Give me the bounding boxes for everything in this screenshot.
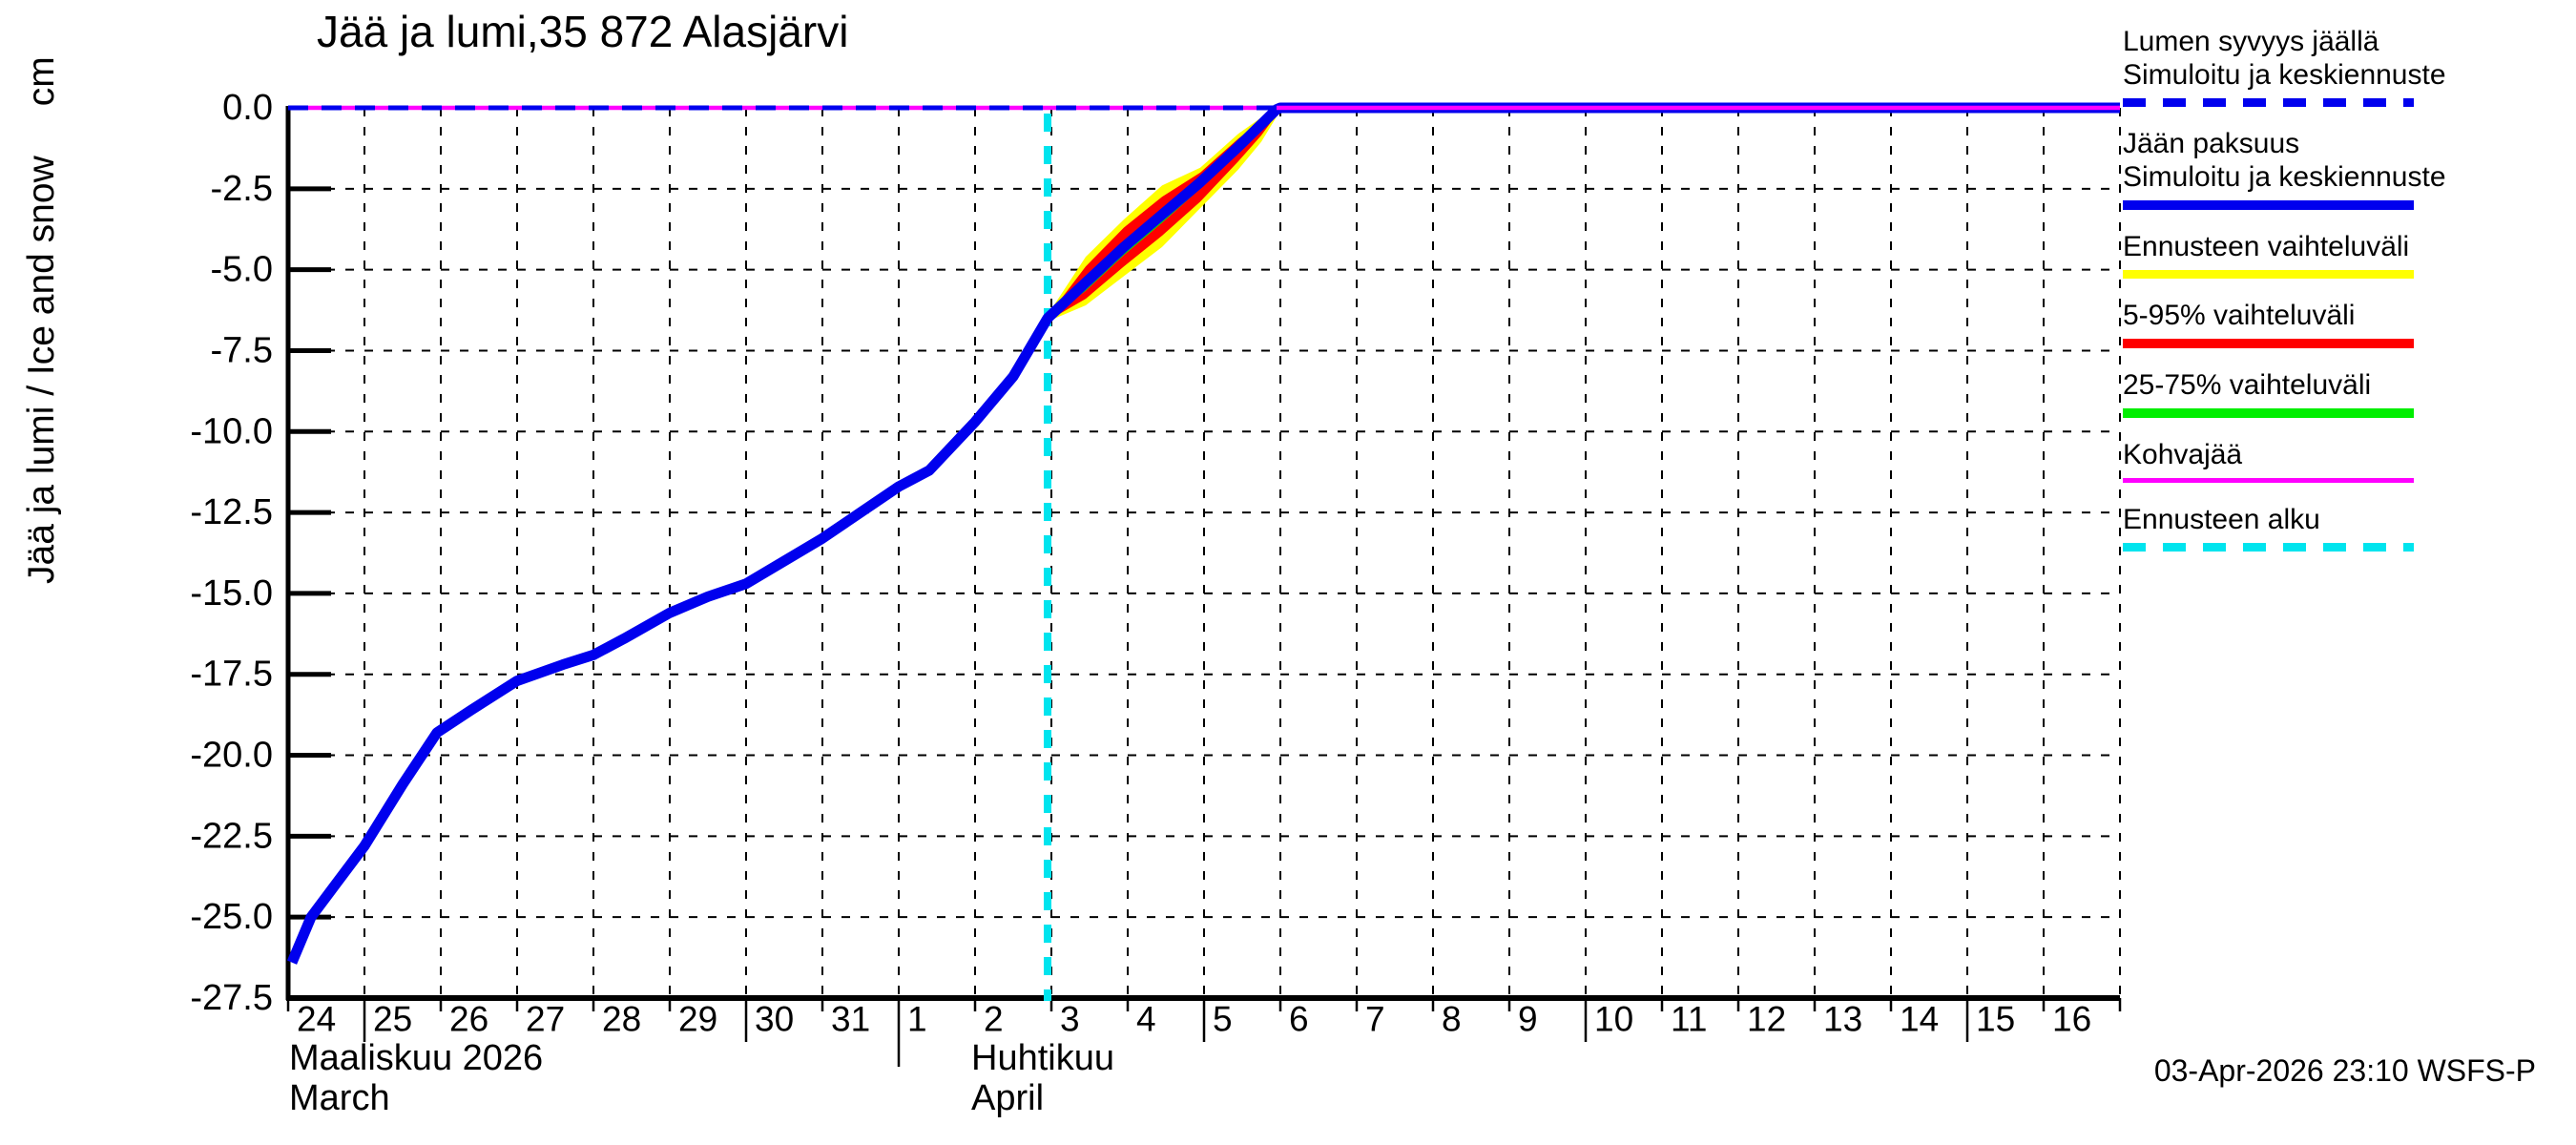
legend-entry-label: Ennusteen vaihteluväli bbox=[2123, 231, 2410, 262]
x-tick-label: 7 bbox=[1365, 999, 1385, 1038]
y-tick-label: -12.5 bbox=[190, 492, 273, 532]
legend-swatch-solid-line bbox=[2123, 408, 2414, 418]
y-tick-label: -7.5 bbox=[211, 330, 273, 370]
legend-entry-label: 25-75% vaihteluväli bbox=[2123, 369, 2372, 401]
legend-entry-label: Simuloitu ja keskiennuste bbox=[2123, 161, 2446, 193]
x-tick-label: 30 bbox=[755, 999, 794, 1038]
x-tick-label: 6 bbox=[1289, 999, 1309, 1038]
legend-swatch-dashed-line bbox=[2123, 543, 2414, 552]
y-tick-label: -10.0 bbox=[190, 411, 273, 451]
legend-entry-label: Ennusteen alku bbox=[2123, 504, 2320, 535]
y-tick-label: -22.5 bbox=[190, 816, 273, 856]
x-tick-label: 27 bbox=[526, 999, 565, 1038]
x-tick-label: 1 bbox=[907, 999, 927, 1038]
x-tick-label: 31 bbox=[831, 999, 870, 1038]
legend-entry-5: Kohvajää bbox=[2123, 438, 2543, 483]
x-tick-label: 25 bbox=[373, 999, 412, 1038]
x-tick-label: 16 bbox=[2052, 999, 2091, 1038]
x-tick-label: 2 bbox=[984, 999, 1004, 1038]
x-tick-label: 3 bbox=[1060, 999, 1080, 1038]
x-tick-label: 11 bbox=[1671, 999, 1707, 1038]
timestamp: 03-Apr-2026 23:10 WSFS-P bbox=[2153, 1053, 2536, 1088]
x-tick-label: 8 bbox=[1442, 999, 1462, 1038]
legend-entry-1: Jään paksuus Simuloitu ja keskiennuste bbox=[2123, 127, 2543, 210]
month-label-april: Huhtikuu April bbox=[971, 1038, 1114, 1118]
legend-entry-label: 5-95% vaihteluväli bbox=[2123, 300, 2356, 331]
chart-title: Jää ja lumi,35 872 Alasjärvi bbox=[317, 7, 849, 56]
legend-entry-label: Simuloitu ja keskiennuste bbox=[2123, 59, 2446, 91]
x-tick-label: 29 bbox=[678, 999, 717, 1038]
line-j-n-paksuus-simuloitu-ja-keskiennuste bbox=[286, 102, 2120, 965]
legend-entry-0: Lumen syvyys jäällä Simuloitu ja keskienn… bbox=[2123, 25, 2543, 107]
y-tick-label: -2.5 bbox=[211, 169, 273, 209]
y-tick-label: -25.0 bbox=[190, 897, 273, 937]
legend: Lumen syvyys jäällä Simuloitu ja keskienn… bbox=[2123, 25, 2543, 572]
legend-entry-label: Kohvajää bbox=[2123, 439, 2243, 470]
x-tick-label: 13 bbox=[1823, 999, 1862, 1038]
y-tick-label: -5.0 bbox=[211, 250, 273, 290]
legend-entry-label: Jään paksuus bbox=[2123, 128, 2300, 159]
y-tick-label: -17.5 bbox=[190, 655, 273, 695]
month-label-march-en: March bbox=[289, 1078, 390, 1118]
y-tick-label: 0.0 bbox=[222, 88, 273, 128]
x-tick-label: 5 bbox=[1213, 999, 1233, 1038]
month-label-april-en: April bbox=[971, 1078, 1045, 1118]
x-tick-label: 26 bbox=[449, 999, 488, 1038]
legend-swatch-solid-line bbox=[2123, 339, 2414, 348]
x-tick-label: 15 bbox=[1976, 999, 2015, 1038]
x-tick-label: 14 bbox=[1900, 999, 1939, 1038]
month-label-march: Maaliskuu 2026 March bbox=[289, 1038, 543, 1118]
legend-entry-4: 25-75% vaihteluväli bbox=[2123, 368, 2543, 418]
legend-entry-label: Lumen syvyys jäällä bbox=[2123, 26, 2379, 57]
legend-swatch-solid-line bbox=[2123, 270, 2414, 279]
x-tick-label: 12 bbox=[1747, 999, 1786, 1038]
x-tick-label: 24 bbox=[297, 999, 336, 1038]
x-tick-label: 28 bbox=[602, 999, 641, 1038]
legend-swatch-dashed-line bbox=[2123, 98, 2414, 107]
legend-swatch-solid-line bbox=[2123, 478, 2414, 483]
y-tick-label: -15.0 bbox=[190, 573, 273, 614]
x-tick-label: 10 bbox=[1594, 999, 1633, 1038]
x-tick-label: 4 bbox=[1136, 999, 1156, 1038]
month-label-april-fi: Huhtikuu bbox=[971, 1038, 1114, 1078]
y-tick-label: -20.0 bbox=[190, 736, 273, 776]
legend-entry-6: Ennusteen alku bbox=[2123, 503, 2543, 552]
y-tick-label: -27.5 bbox=[190, 978, 273, 1018]
legend-swatch-solid-line bbox=[2123, 200, 2414, 210]
x-tick-label: 9 bbox=[1518, 999, 1538, 1038]
legend-entry-2: Ennusteen vaihteluväli bbox=[2123, 230, 2543, 279]
legend-entry-3: 5-95% vaihteluväli bbox=[2123, 299, 2543, 348]
month-label-march-fi: Maaliskuu 2026 bbox=[289, 1038, 544, 1078]
